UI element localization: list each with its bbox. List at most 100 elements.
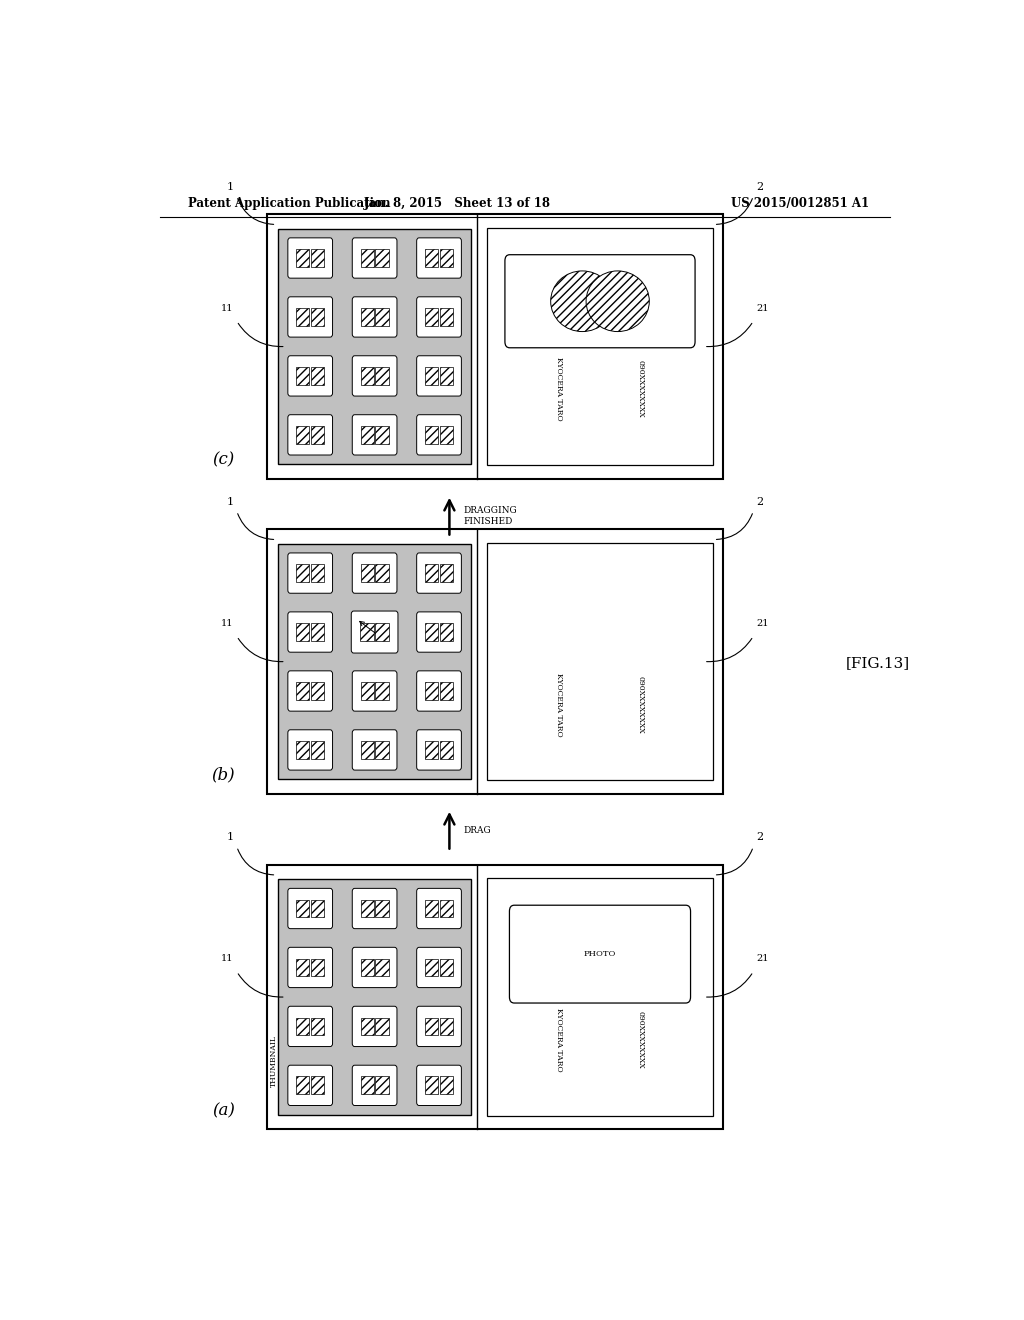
FancyBboxPatch shape [288,414,333,455]
FancyBboxPatch shape [417,612,462,652]
Text: THUMBNAIL: THUMBNAIL [270,1035,279,1086]
Text: Patent Application Publication: Patent Application Publication [187,197,390,210]
Bar [425,900,438,917]
FancyBboxPatch shape [352,1006,397,1047]
Text: 21: 21 [757,304,769,313]
FancyBboxPatch shape [288,1065,333,1106]
Bar [376,958,388,977]
Bar [440,1018,453,1035]
Bar [360,564,374,582]
FancyBboxPatch shape [509,906,690,1003]
Text: DRAG: DRAG [464,826,492,834]
Bar [311,623,325,642]
Text: 090XXXXXXXX: 090XXXXXXXX [637,360,645,418]
Bar [376,682,388,700]
Bar [425,1018,438,1035]
Bar [296,900,309,917]
Bar [360,958,374,977]
Bar [360,1018,374,1035]
Bar [376,308,388,326]
Bar [440,623,453,642]
Text: 1: 1 [226,498,233,507]
Bar [296,564,309,582]
Bar [425,426,438,444]
Bar [360,308,374,326]
Bar [440,564,453,582]
Bar [376,1018,388,1035]
Bar [376,741,388,759]
Bar [487,543,713,780]
FancyBboxPatch shape [505,255,695,347]
Bar [360,426,374,444]
FancyBboxPatch shape [288,888,333,929]
Text: 2: 2 [756,498,763,507]
Text: Jan. 8, 2015   Sheet 13 of 18: Jan. 8, 2015 Sheet 13 of 18 [364,197,551,210]
Text: US 2015/0012851 A1: US 2015/0012851 A1 [731,197,869,210]
Bar [440,426,453,444]
FancyBboxPatch shape [417,356,462,396]
Text: 090XXXXXXXX: 090XXXXXXXX [637,1011,645,1069]
Bar [311,367,325,385]
Bar [296,682,309,700]
Bar [296,958,309,977]
Text: 1: 1 [226,833,233,842]
Bar [311,1077,325,1094]
Bar [360,682,374,700]
Bar [311,426,325,444]
Bar [296,426,309,444]
FancyBboxPatch shape [352,948,397,987]
Text: 2: 2 [756,833,763,842]
FancyBboxPatch shape [417,948,462,987]
Bar [296,1018,309,1035]
Text: KYOCERA TARO: KYOCERA TARO [555,1008,563,1072]
FancyBboxPatch shape [417,888,462,929]
Text: DRAGGING
FINISHED: DRAGGING FINISHED [464,507,517,525]
Bar [278,879,471,1115]
Text: 11: 11 [221,304,233,313]
Bar [487,878,713,1115]
Bar [267,529,723,793]
Bar [278,228,471,465]
Bar [311,682,325,700]
Ellipse shape [586,271,649,331]
FancyBboxPatch shape [352,671,397,711]
Text: KYOCERA TARO: KYOCERA TARO [555,358,563,421]
Bar [311,249,325,267]
Bar [425,682,438,700]
Bar [487,227,713,466]
Bar [311,564,325,582]
Text: 11: 11 [221,954,233,964]
Bar [376,367,388,385]
Bar [311,900,325,917]
FancyBboxPatch shape [417,553,462,593]
Bar [440,682,453,700]
Bar [425,367,438,385]
FancyBboxPatch shape [352,730,397,770]
Bar [376,900,388,917]
Bar [376,564,388,582]
Bar [425,623,438,642]
Text: (a): (a) [212,1102,234,1119]
FancyBboxPatch shape [417,730,462,770]
Bar [376,249,388,267]
Text: 1: 1 [226,182,233,191]
Text: 2: 2 [756,182,763,191]
Bar [440,1077,453,1094]
FancyBboxPatch shape [417,1065,462,1106]
FancyBboxPatch shape [352,553,397,593]
Bar [311,741,325,759]
Text: 21: 21 [757,619,769,628]
FancyBboxPatch shape [352,888,397,929]
Bar [311,308,325,326]
Text: (b): (b) [211,767,236,784]
Text: [FIG.13]: [FIG.13] [846,656,910,671]
Bar [425,308,438,326]
FancyBboxPatch shape [417,671,462,711]
FancyBboxPatch shape [352,1065,397,1106]
Bar [267,214,723,479]
FancyBboxPatch shape [351,611,398,653]
Text: PHOTO: PHOTO [584,950,616,958]
Bar [311,1018,325,1035]
Bar [425,249,438,267]
Bar [359,623,374,642]
